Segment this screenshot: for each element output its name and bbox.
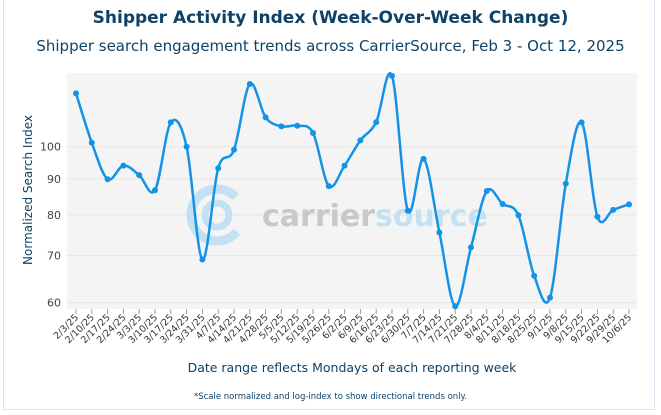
data-point — [262, 114, 269, 121]
data-point — [278, 123, 285, 130]
y-tick-label: 80 — [47, 209, 61, 222]
watermark-c-icon — [186, 184, 248, 246]
data-point — [547, 294, 553, 301]
data-point — [468, 244, 474, 251]
data-point — [246, 80, 253, 87]
plot-area — [67, 73, 637, 309]
data-point — [515, 212, 522, 219]
watermark-text: carriersource — [262, 199, 488, 234]
data-point — [152, 187, 158, 194]
y-axis: 60 70 80 90 100 — [40, 141, 61, 310]
data-point — [88, 139, 95, 146]
data-point — [231, 146, 237, 153]
x-axis: 2/3/252/10/252/17/252/24/253/3/253/10/25… — [52, 309, 634, 346]
data-point — [325, 183, 332, 190]
data-point — [452, 303, 459, 310]
x-axis-label: Date range reflects Mondays of each repo… — [187, 360, 517, 375]
chart-subtitle: Shipper search engagement trends across … — [36, 37, 625, 55]
data-point — [120, 162, 127, 169]
data-point — [562, 180, 569, 187]
data-point — [183, 143, 190, 150]
data-point — [499, 200, 506, 207]
data-point — [594, 213, 601, 220]
y-axis-label: Normalized Search Index — [21, 115, 35, 265]
chart-title: Shipper Activity Index (Week-Over-Week C… — [92, 8, 569, 28]
data-point — [136, 172, 143, 179]
data-point — [373, 119, 380, 126]
data-point — [104, 176, 111, 183]
data-point — [610, 206, 617, 213]
watermark-inner-icon — [201, 199, 233, 231]
data-point — [436, 229, 443, 236]
data-point — [167, 119, 174, 126]
data-point — [389, 72, 395, 79]
gridlines — [67, 146, 637, 304]
y-tick-label: 90 — [47, 173, 61, 186]
data-point — [199, 256, 206, 263]
data-point — [483, 187, 490, 194]
data-point — [578, 119, 585, 126]
data-point — [294, 122, 301, 129]
data-point — [626, 201, 632, 208]
series-points — [73, 72, 632, 310]
data-point — [404, 207, 411, 214]
data-point — [420, 155, 427, 162]
data-point — [341, 162, 348, 169]
y-tick-label: 70 — [47, 250, 61, 263]
y-tick-label: 60 — [47, 297, 61, 310]
y-tick-label: 100 — [40, 141, 61, 154]
data-point — [215, 165, 222, 172]
data-point — [531, 272, 538, 279]
watermark-logo: carriersource — [186, 184, 488, 246]
data-point — [357, 137, 364, 144]
data-point — [73, 90, 79, 97]
data-point — [310, 129, 316, 136]
footnote: *Scale normalized and log-index to show … — [193, 392, 468, 402]
